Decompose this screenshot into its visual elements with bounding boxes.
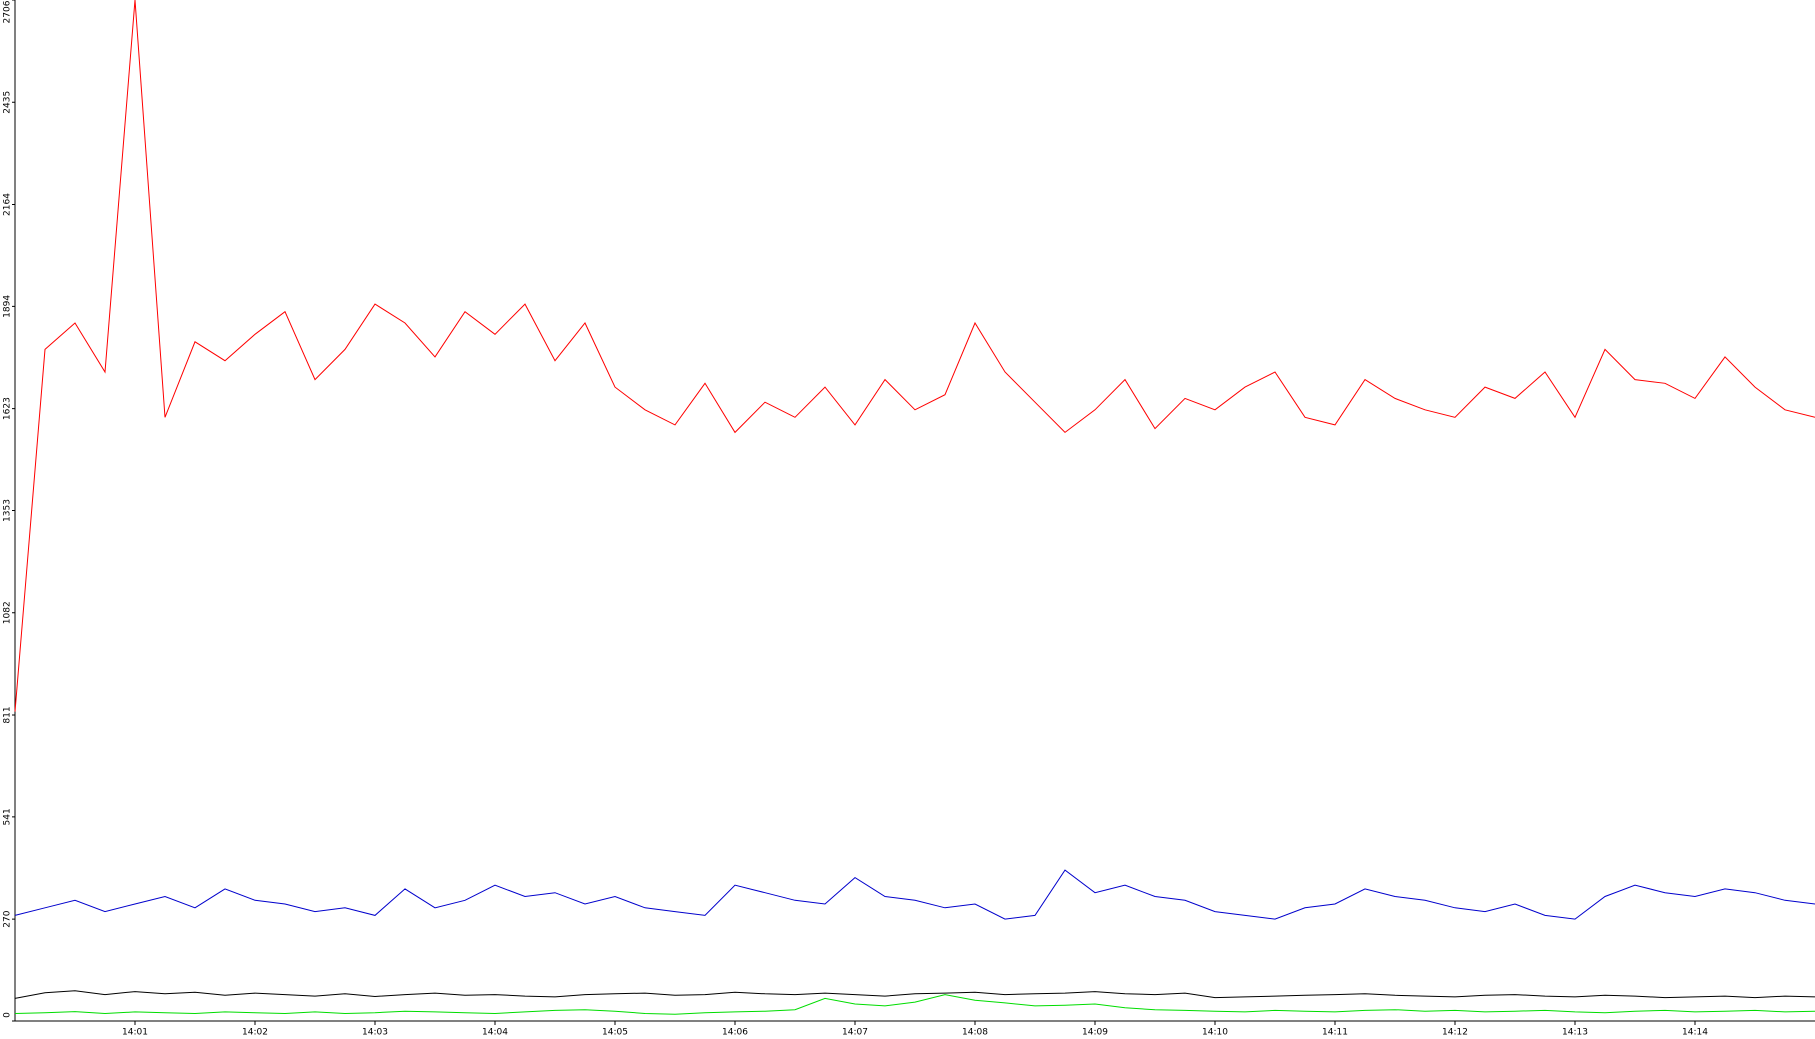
x-tick-label: 14:04 — [482, 1028, 508, 1038]
x-tick-label: 14:12 — [1442, 1028, 1468, 1038]
x-tick-label: 14:05 — [602, 1028, 628, 1038]
y-tick-label: 2706 — [3, 0, 13, 23]
y-tick-label: 1623 — [3, 397, 13, 420]
y-tick-label: 2435 — [3, 91, 13, 114]
y-tick-label: 1894 — [3, 295, 13, 318]
x-tick-label: 14:10 — [1202, 1028, 1228, 1038]
y-tick-label: 1082 — [3, 601, 13, 624]
series-line — [14, 994, 1815, 1015]
y-tick-label: 270 — [3, 910, 13, 927]
y-tick-label: 811 — [3, 706, 13, 723]
x-tick-label: 14:08 — [962, 1028, 988, 1038]
y-tick-label: 1353 — [3, 499, 13, 522]
x-tick-label: 14:06 — [722, 1028, 748, 1038]
y-tick-label: 541 — [3, 808, 13, 825]
y-tick-label: 0 — [3, 1012, 13, 1018]
x-tick-label: 14:11 — [1322, 1028, 1348, 1038]
y-tick-label: 2164 — [3, 193, 13, 216]
series-line — [14, 0, 1815, 712]
x-tick-label: 14:13 — [1562, 1028, 1588, 1038]
x-tick-label: 14:01 — [122, 1028, 148, 1038]
x-tick-label: 14:14 — [1682, 1028, 1708, 1038]
series-line — [14, 869, 1815, 920]
series-line — [14, 990, 1815, 999]
x-tick-label: 14:09 — [1082, 1028, 1108, 1038]
x-tick-label: 14:03 — [362, 1028, 388, 1038]
x-tick-label: 14:07 — [842, 1028, 868, 1038]
x-tick-label: 14:02 — [242, 1028, 268, 1038]
